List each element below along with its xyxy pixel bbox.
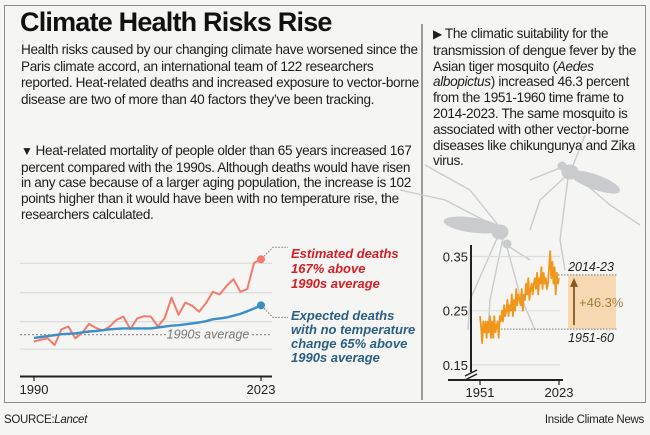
leader-line-estimated (263, 246, 288, 257)
species-name: Aedes albopictus (433, 58, 594, 90)
triangle-right-icon: ▶ (433, 27, 442, 41)
heat-mortality-text: ▼ Heat-related mortality of people older … (21, 143, 421, 223)
publisher-credit: Inside Climate News (544, 414, 644, 426)
source-name: Lancet (54, 414, 88, 426)
series-suitability-line (479, 250, 560, 345)
dengue-text: ▶ The climatic suitability for the transm… (433, 26, 637, 169)
y-tick-label: 0.25 (443, 304, 468, 319)
annotation-estimated-deaths: Estimated deaths 167% above 1990s averag… (291, 246, 402, 291)
reference-label-background (166, 327, 250, 341)
x-tick-label: 2023 (247, 382, 276, 397)
leader-line-expected (263, 307, 288, 318)
y-tick-label: 0.35 (443, 250, 468, 265)
endpoint-expected (257, 301, 265, 310)
recent-period-label: 2014-23 (567, 260, 614, 274)
y-tick-label: 0.15 (443, 358, 468, 373)
triangle-down-icon: ▼ (21, 144, 33, 158)
annotation-expected-deaths: Expected deaths with no temperature chan… (291, 308, 419, 365)
series-expected-deaths-line (33, 304, 262, 340)
mosquito-right-icon (529, 134, 641, 271)
x-tick-label: 2023 (545, 385, 574, 400)
increase-arrowhead-icon (570, 277, 578, 287)
x-tick-label: 1990 (20, 382, 49, 397)
source-line: SOURCE:Lancet (4, 414, 88, 426)
heat-mortality-body: Heat-related mortality of people older t… (21, 143, 412, 222)
x-tick-label: 1951 (466, 385, 495, 400)
intro-paragraph: Health risks caused by our changing clim… (21, 42, 419, 107)
endpoint-estimated (257, 255, 265, 264)
increase-label: +46.3% (579, 295, 624, 310)
reference-line-label: 1990s average (167, 328, 250, 342)
baseline-period-label: 1951-60 (568, 331, 614, 345)
panel-divider (421, 24, 423, 400)
page-title: Climate Health Risks Rise (20, 7, 332, 37)
